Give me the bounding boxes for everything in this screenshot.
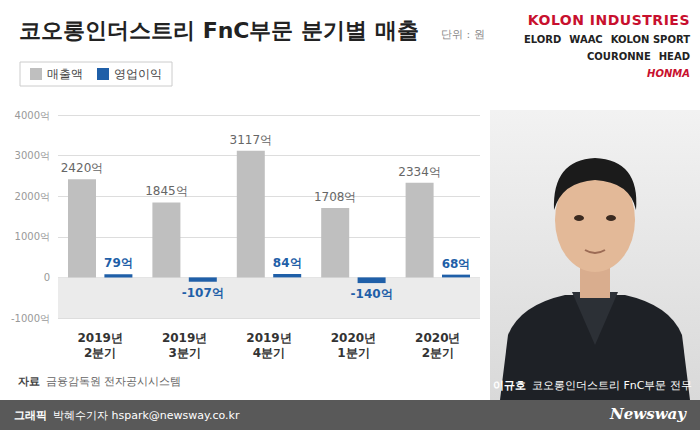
svg-text:3117억: 3117억 bbox=[230, 133, 273, 147]
svg-text:2019년: 2019년 bbox=[246, 331, 291, 345]
svg-text:영업이익: 영업이익 bbox=[114, 67, 162, 81]
svg-text:2분기: 2분기 bbox=[422, 346, 454, 360]
svg-text:-107억: -107억 bbox=[182, 286, 224, 300]
html-text:이규호: 이규호 bbox=[493, 379, 526, 392]
svg-text:2000억: 2000억 bbox=[15, 191, 50, 202]
svg-text:1000억: 1000억 bbox=[15, 231, 50, 242]
html-text:KOLON INDUSTRIES: KOLON INDUSTRIES bbox=[527, 12, 690, 28]
svg-text:1분기: 1분기 bbox=[337, 346, 369, 360]
html-text:HONMA: HONMA bbox=[647, 68, 690, 79]
html-text:코오롱인더스트리 FnC부문 전무: 코오롱인더스트리 FnC부문 전무 bbox=[532, 379, 692, 392]
svg-text:0: 0 bbox=[44, 272, 50, 283]
svg-text:-140억: -140억 bbox=[351, 287, 393, 301]
svg-text:2334억: 2334억 bbox=[398, 165, 441, 179]
svg-text:2420억: 2420억 bbox=[61, 161, 104, 175]
html-text:자료: 자료 bbox=[18, 375, 40, 388]
svg-text:단위 : 원: 단위 : 원 bbox=[441, 28, 485, 41]
html-text:Newsway: Newsway bbox=[610, 405, 686, 423]
svg-text:1708억: 1708억 bbox=[314, 190, 357, 204]
html-text:WAAC: WAAC bbox=[569, 34, 603, 45]
svg-text:2020년: 2020년 bbox=[331, 331, 376, 345]
svg-text:4000억: 4000억 bbox=[15, 110, 50, 121]
svg-text:2분기: 2분기 bbox=[84, 346, 116, 360]
svg-text:-1000억: -1000억 bbox=[11, 313, 50, 324]
svg-text:2020년: 2020년 bbox=[415, 331, 460, 345]
html-text:KOLON SPORT: KOLON SPORT bbox=[610, 34, 690, 45]
html-text:ELORD: ELORD bbox=[524, 34, 562, 45]
svg-text:79억: 79억 bbox=[104, 256, 133, 270]
svg-text:1845억: 1845억 bbox=[145, 184, 188, 198]
svg-text:84억: 84억 bbox=[273, 256, 302, 270]
html-text:COURONNE: COURONNE bbox=[587, 51, 651, 62]
svg-text:3분기: 3분기 bbox=[168, 346, 200, 360]
svg-text:매출액: 매출액 bbox=[47, 67, 83, 81]
html-text:금융감독원 전자공시시스템: 금융감독원 전자공시시스템 bbox=[46, 375, 182, 388]
html-text:박혜수기자 hspark@newsway.co.kr: 박혜수기자 hspark@newsway.co.kr bbox=[53, 409, 240, 422]
svg-text:2019년: 2019년 bbox=[162, 331, 207, 345]
html-text:HEAD: HEAD bbox=[658, 51, 690, 62]
html-text:그래픽: 그래픽 bbox=[14, 409, 47, 422]
svg-text:코오롱인더스트리 FnC부문 분기별 매출: 코오롱인더스트리 FnC부문 분기별 매출 bbox=[19, 18, 419, 43]
svg-text:68억: 68억 bbox=[442, 257, 471, 271]
svg-text:4분기: 4분기 bbox=[253, 346, 285, 360]
svg-text:2019년: 2019년 bbox=[77, 331, 122, 345]
svg-text:3000억: 3000억 bbox=[15, 150, 50, 161]
